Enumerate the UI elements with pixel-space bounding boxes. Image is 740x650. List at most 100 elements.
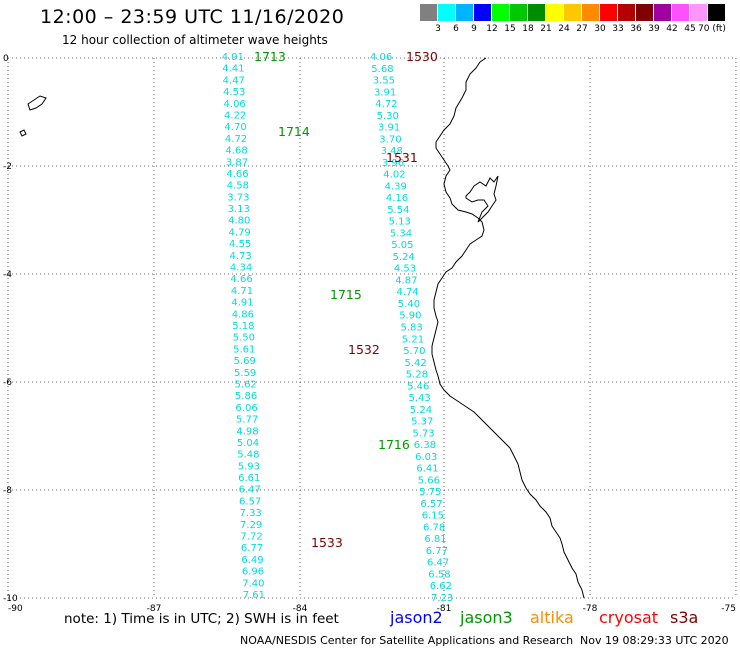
scale-swatch	[492, 4, 509, 21]
wave-height-value: 4.74	[397, 287, 419, 298]
wave-height-value: 6.03	[415, 452, 437, 463]
wave-height-value: 5.28	[406, 370, 428, 381]
x-tick-label: -87	[147, 604, 162, 614]
legend-entry: altika	[530, 608, 574, 627]
wave-height-value: 4.06	[370, 52, 392, 63]
wave-height-value: 6.38	[414, 440, 436, 451]
x-tick-label: -84	[293, 604, 308, 614]
wave-height-value: 3.55	[373, 76, 395, 87]
legend-entry: jason3	[460, 608, 513, 627]
y-tick-label: -8	[3, 486, 12, 496]
wave-height-value: 4.66	[226, 169, 248, 180]
wave-height-value: 6.47	[239, 485, 261, 496]
legend-entry: jason2	[390, 608, 443, 627]
wave-height-value: 5.69	[234, 356, 256, 367]
wave-height-value: 3.91	[374, 87, 396, 98]
wave-height-value: 7.40	[242, 578, 264, 589]
wave-height-value: 4.72	[375, 99, 397, 110]
wave-height-value: 4.91	[222, 52, 244, 63]
wave-height-value: 6.62	[430, 581, 452, 592]
wave-height-value: 4.80	[228, 216, 250, 227]
wave-height-value: 4.55	[229, 239, 251, 250]
wave-height-value: 5.66	[418, 475, 440, 486]
coastline	[19, 57, 585, 599]
scale-swatch	[474, 4, 491, 21]
map-title: 12:00 – 23:59 UTC 11/16/2020	[40, 6, 345, 28]
scale-label: 12	[486, 24, 498, 34]
wave-height-value: 4.34	[230, 263, 252, 274]
wave-height-value: 5.48	[237, 450, 259, 461]
scale-label: 45	[684, 24, 696, 34]
wave-height-value: 4.47	[223, 75, 245, 86]
coastline-path	[431, 57, 585, 599]
wave-height-value: 6.96	[242, 567, 264, 578]
pass-time-label: 1530	[406, 49, 438, 64]
y-tick-label: -4	[3, 270, 12, 280]
wave-height-value: 7.72	[240, 532, 262, 543]
wave-height-value: 4.98	[236, 426, 258, 437]
wave-height-value: 3.87	[226, 157, 248, 168]
grid	[7, 57, 737, 599]
wave-height-value: 7.29	[240, 520, 262, 531]
wave-height-value: 5.54	[387, 205, 409, 216]
wave-height-value: 5.18	[232, 321, 254, 332]
wave-height-value: 4.86	[232, 309, 254, 320]
scale-label: 24	[558, 24, 570, 34]
wave-height-value: 3.48	[381, 146, 403, 157]
scale-label: 18	[522, 24, 534, 34]
wave-height-value: 5.50	[233, 333, 255, 344]
wave-height-value: 6.78	[423, 522, 445, 533]
wave-height-value: 5.13	[389, 217, 411, 228]
wave-height-value: 4.39	[385, 181, 407, 192]
map-subtitle: 12 hour collection of altimeter wave hei…	[62, 33, 328, 47]
wave-height-value: 6.77	[426, 546, 448, 557]
scale-label: 42	[666, 24, 678, 34]
wave-height-value: 5.90	[399, 311, 421, 322]
legend-entry: cryosat	[599, 608, 659, 627]
wave-height-value: 5.75	[419, 487, 441, 498]
pass-time-labels: 1713 1714 1715 1716 1530 1531 1532 1533	[254, 49, 438, 550]
altimeter-tracks: 4.914.414.474.534.064.224.704.724.683.87…	[222, 52, 454, 604]
scale-swatch	[654, 4, 671, 21]
wave-height-value: 5.37	[411, 417, 433, 428]
wave-height-value: 5.86	[235, 391, 257, 402]
scale-label: 21	[540, 24, 552, 34]
pass-time-label: 1715	[330, 287, 362, 302]
wave-height-value: 6.77	[241, 543, 263, 554]
scale-swatch	[564, 4, 581, 21]
wave-height-value: 5.24	[393, 252, 415, 263]
wave-height-value: 5.83	[401, 323, 423, 334]
wave-height-value: 4.53	[223, 87, 245, 98]
wave-height-value: 7.23	[431, 593, 453, 604]
wave-height-value: 5.21	[402, 334, 424, 345]
wave-height-value: 5.42	[405, 358, 427, 369]
wave-height-value: 5.70	[403, 346, 425, 357]
wave-height-value: 4.53	[394, 264, 416, 275]
wave-height-value: 3.96	[382, 158, 404, 169]
wave-height-value: 4.73	[230, 251, 252, 262]
axes: -90 -87 -84 -81 -78 -75 0 -2 -4 -6 -8 -10	[3, 54, 736, 614]
wave-height-value: 6.57	[420, 499, 442, 510]
scale-swatch	[618, 4, 635, 21]
wave-height-value: 4.68	[225, 146, 247, 157]
credit-line: NOAA/NESDIS Center for Satellite Applica…	[240, 634, 574, 647]
wave-height-value: 5.68	[371, 64, 393, 75]
wave-height-value: 4.66	[230, 274, 252, 285]
pass-time-label: 1531	[386, 150, 418, 165]
wave-height-value: 5.46	[407, 381, 429, 392]
wave-height-value: 5.30	[377, 111, 399, 122]
wave-height-value: 4.71	[231, 286, 253, 297]
scale-swatch	[600, 4, 617, 21]
wave-height-value: 5.43	[409, 393, 431, 404]
scale-swatch	[708, 4, 725, 21]
wave-height-value: 6.47	[427, 558, 449, 569]
y-tick-label: -2	[3, 162, 12, 172]
scale-label: 27	[576, 24, 588, 34]
scale-label: 33	[612, 24, 624, 34]
x-tick-label: -78	[583, 604, 598, 614]
wave-height-value: 3.91	[378, 123, 400, 134]
wave-height-value: 6.15	[422, 511, 444, 522]
galapagos-island	[27, 95, 47, 111]
x-tick-label: -90	[8, 604, 23, 614]
